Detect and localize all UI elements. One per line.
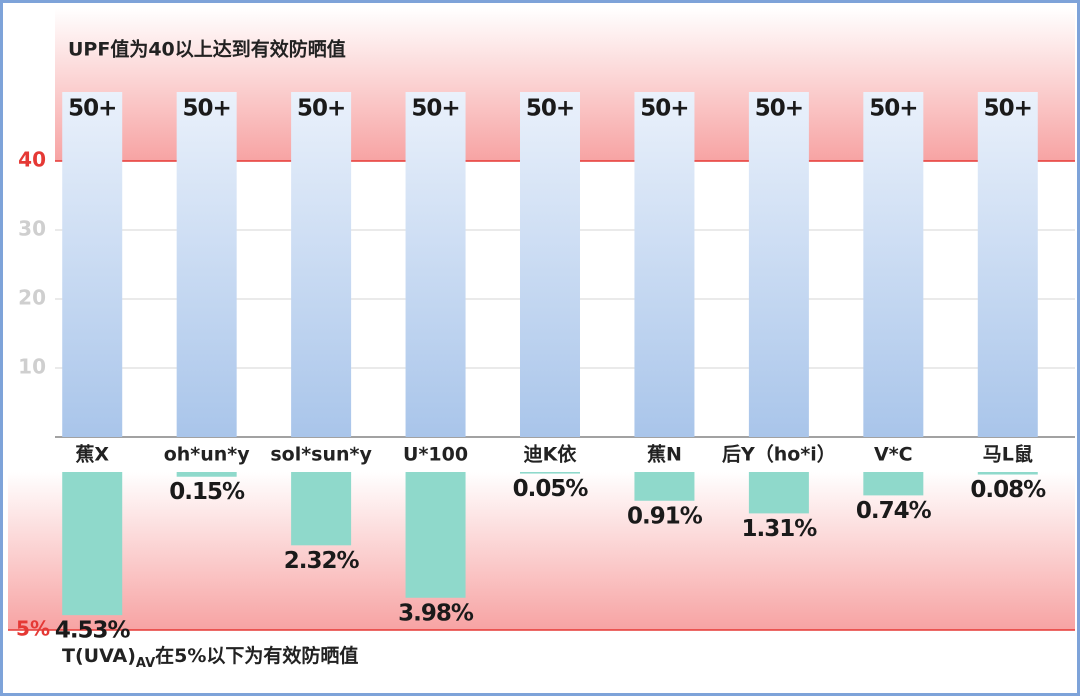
value-label: 0.74% — [856, 498, 932, 524]
bar — [863, 472, 924, 496]
value-label: 0.05% — [513, 476, 589, 502]
x-tick-label: V*C — [874, 444, 913, 466]
bottom-annotation: T(UVA)AV在5%以下为有效防晒值 — [62, 644, 358, 671]
value-label: 50+ — [755, 96, 803, 122]
bar — [863, 92, 924, 437]
bar — [176, 472, 237, 477]
value-label: 0.91% — [627, 503, 703, 529]
bar — [62, 472, 123, 616]
bar — [291, 92, 352, 437]
bar — [405, 92, 466, 437]
value-label: 50+ — [297, 96, 345, 122]
bar — [977, 92, 1038, 437]
value-label: 50+ — [68, 96, 116, 122]
value-label: 50+ — [869, 96, 917, 122]
y-tick-label: 20 — [18, 286, 46, 310]
value-label: 50+ — [526, 96, 574, 122]
bar — [977, 472, 1038, 475]
annotation-subscript: AV — [136, 656, 155, 671]
x-tick-label: U*100 — [403, 444, 468, 466]
value-label: 3.98% — [398, 600, 474, 626]
annotation-part: T(UVA) — [62, 645, 136, 667]
bar — [634, 472, 695, 501]
value-label: 50+ — [984, 96, 1032, 122]
bar — [291, 472, 352, 546]
value-label: 0.08% — [970, 477, 1046, 503]
x-tick-label: sol*sun*y — [270, 444, 372, 466]
y-tick-label: 30 — [18, 217, 46, 241]
x-tick-label: 蕉X — [75, 443, 109, 466]
value-label: 1.31% — [741, 516, 817, 542]
x-tick-label: 迪K依 — [524, 443, 578, 466]
value-label: 50+ — [640, 96, 688, 122]
x-tick-label: oh*un*y — [164, 444, 251, 466]
bar — [748, 472, 809, 514]
value-label: 50+ — [411, 96, 459, 122]
value-label: 4.53% — [55, 618, 131, 644]
x-tick-label: 后Y（ho*i） — [722, 443, 836, 466]
x-tick-label: 马L鼠 — [983, 443, 1033, 466]
value-label: 50+ — [183, 96, 231, 122]
y-tick-label: 40 — [18, 148, 46, 172]
y-tick-label: 5% — [16, 617, 50, 641]
bar — [520, 472, 580, 474]
bar — [634, 92, 695, 437]
bar — [62, 92, 123, 437]
y-tick-label: 10 — [18, 355, 46, 379]
bar — [520, 92, 580, 437]
bar — [405, 472, 466, 598]
value-label: 0.15% — [169, 479, 245, 505]
threshold-zone — [8, 472, 1075, 630]
bar — [176, 92, 237, 437]
bar — [748, 92, 809, 437]
value-label: 2.32% — [284, 548, 360, 574]
top-annotation: UPF值为40以上达到有效防晒值 — [68, 38, 346, 61]
annotation-part: 在5%以下为有效防晒值 — [155, 644, 358, 667]
x-tick-label: 蕉N — [647, 443, 682, 466]
